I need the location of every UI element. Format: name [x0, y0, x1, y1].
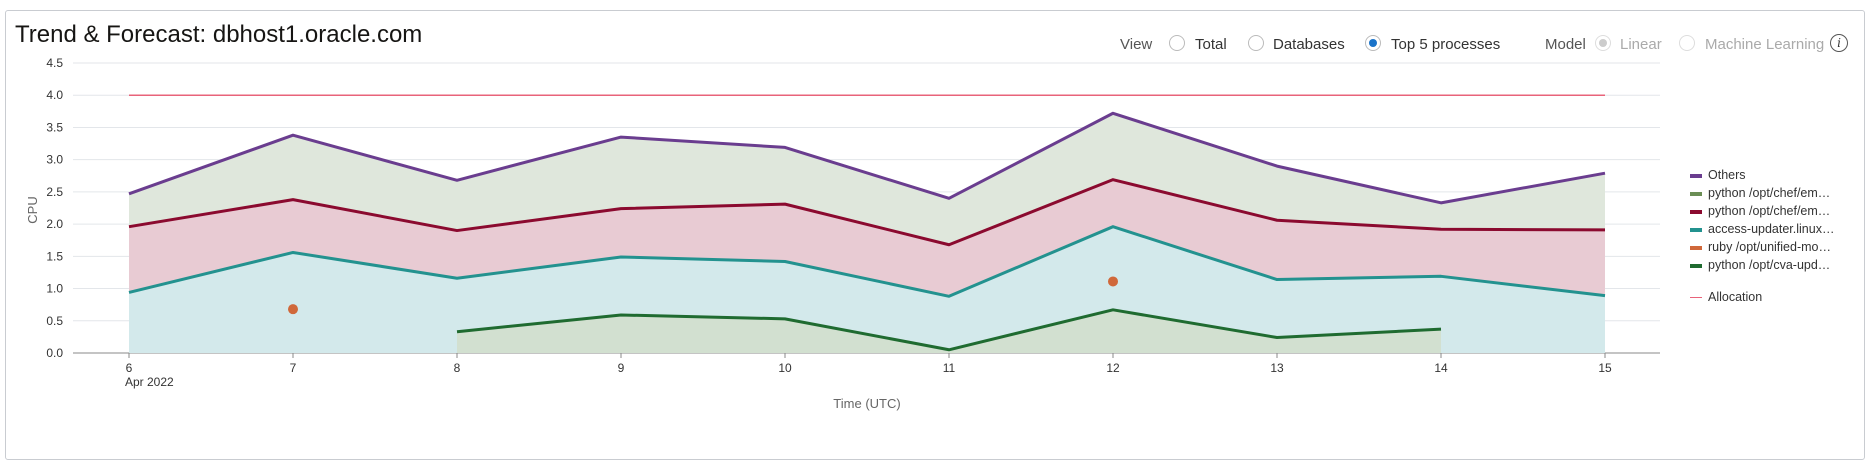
area-3 — [129, 226, 1605, 353]
model-linear-radio[interactable] — [1595, 35, 1611, 51]
x-tick-label: 15 — [1598, 361, 1612, 375]
model-label: Model — [1545, 36, 1586, 53]
x-tick-label: 7 — [290, 361, 297, 375]
model-linear-label[interactable]: Linear — [1620, 36, 1662, 53]
area-2 — [129, 179, 1605, 297]
legend-label: Allocation — [1708, 290, 1763, 304]
view-total-radio[interactable] — [1169, 35, 1185, 51]
page-title: Trend & Forecast: dbhost1.oracle.com — [15, 21, 423, 48]
x-tick-label: 6 — [126, 361, 133, 375]
series-line-0 — [128, 111, 1606, 205]
x-tick-label: 12 — [1106, 361, 1120, 375]
legend-label: access-updater.linux… — [1708, 222, 1835, 236]
series-line-2 — [128, 178, 1606, 247]
legend-label: ruby /opt/unified-mo… — [1708, 240, 1831, 254]
legend-item[interactable]: Allocation — [1690, 288, 1762, 306]
legend-swatch — [1690, 245, 1702, 250]
legend-item[interactable]: access-updater.linux… — [1690, 220, 1834, 238]
x-tick-label: 9 — [618, 361, 625, 375]
model-ml-label[interactable]: Machine Learning — [1705, 36, 1825, 53]
legend-swatch — [1690, 191, 1702, 196]
legend-swatch — [1690, 227, 1702, 232]
legend-item[interactable]: python /opt/chef/em… — [1690, 184, 1830, 202]
legend-label: Others — [1708, 168, 1746, 182]
x-tick-label: 11 — [943, 361, 956, 375]
legend-label: python /opt/cva-upd… — [1708, 258, 1831, 272]
legend-swatch — [1690, 296, 1702, 299]
legend-label: python /opt/chef/em… — [1708, 204, 1831, 218]
view-total-label[interactable]: Total — [1195, 36, 1227, 53]
area-0 — [129, 113, 1605, 245]
y-axis-label: CPU — [25, 196, 40, 223]
y-tick-label: 1.0 — [46, 282, 63, 296]
y-tick-label: 0.5 — [46, 314, 63, 328]
legend-item[interactable]: python /opt/chef/em… — [1690, 202, 1830, 220]
chart-panel — [5, 10, 1865, 460]
x-sublabel: Apr 2022 — [125, 375, 174, 389]
x-tick-label: 10 — [778, 361, 792, 375]
legend-swatch — [1690, 173, 1702, 178]
legend-swatch — [1690, 209, 1702, 214]
y-tick-label: 0.0 — [46, 346, 63, 360]
view-databases-label[interactable]: Databases — [1273, 36, 1345, 53]
area-5 — [457, 309, 1441, 353]
x-tick-label: 8 — [454, 361, 461, 375]
x-tick-label: 14 — [1434, 361, 1448, 375]
ruby-data-point — [1108, 276, 1118, 287]
legend-item[interactable]: ruby /opt/unified-mo… — [1690, 238, 1831, 256]
series-line-3 — [128, 225, 1606, 298]
y-tick-label: 1.5 — [46, 249, 63, 263]
legend-item[interactable]: python /opt/cva-upd… — [1690, 256, 1830, 274]
legend-label: python /opt/chef/em… — [1708, 186, 1831, 200]
legend-item[interactable]: Others — [1690, 166, 1746, 184]
y-tick-label: 2.0 — [46, 217, 63, 231]
y-tick-label: 4.0 — [46, 88, 63, 102]
ruby-data-point — [288, 304, 298, 315]
model-ml-radio[interactable] — [1679, 35, 1695, 51]
legend-swatch — [1690, 263, 1702, 268]
y-tick-label: 3.5 — [46, 120, 63, 134]
info-icon[interactable]: i — [1830, 34, 1848, 52]
series-line-5 — [456, 308, 1442, 352]
x-axis-label: Time (UTC) — [833, 396, 900, 411]
view-label: View — [1120, 36, 1153, 53]
y-tick-label: 3.0 — [46, 153, 63, 167]
view-top5-radio[interactable] — [1365, 35, 1381, 51]
view-top5-label[interactable]: Top 5 processes — [1391, 36, 1501, 53]
view-databases-radio[interactable] — [1248, 35, 1264, 51]
y-tick-label: 4.5 — [46, 56, 63, 70]
y-tick-label: 2.5 — [46, 185, 63, 199]
x-tick-label: 13 — [1270, 361, 1284, 375]
